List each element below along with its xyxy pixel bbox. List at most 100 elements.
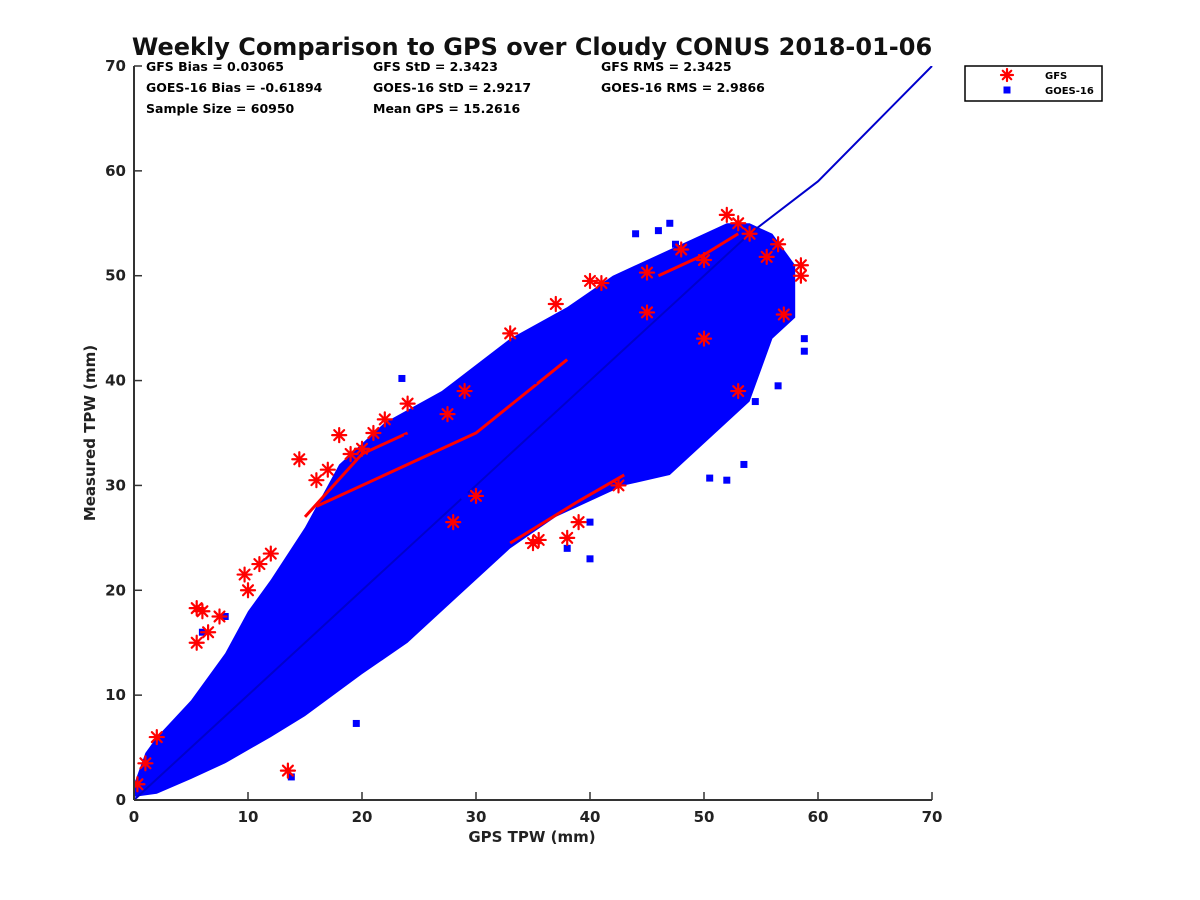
stat-text: GFS StD = 2.3423	[373, 59, 498, 74]
y-tick-label: 70	[105, 57, 126, 75]
gfs-point	[792, 267, 810, 284]
y-tick-label: 50	[105, 267, 126, 285]
x-tick-label: 40	[580, 808, 601, 826]
x-tick-label: 60	[808, 808, 829, 826]
gfs-point	[262, 545, 279, 562]
legend-gfs-label: GFS	[1045, 71, 1067, 82]
gfs-point	[279, 762, 296, 779]
gfs-point	[775, 306, 792, 323]
gfs-point	[695, 251, 713, 269]
gfs-point	[467, 487, 485, 505]
gfs-point	[581, 272, 599, 290]
gfs-point	[741, 225, 758, 242]
reference-line	[134, 66, 933, 801]
gfs-point	[308, 472, 325, 489]
legend-box	[964, 65, 1103, 102]
gfs-point	[718, 206, 735, 223]
goes16-point	[740, 460, 748, 468]
goes16-point	[654, 227, 662, 235]
legend-goes16-label: GOES-16	[1045, 86, 1094, 97]
goes16-point	[800, 335, 808, 343]
goes16-point	[700, 429, 708, 437]
reference-line-layer	[134, 66, 933, 801]
goes16-point	[666, 219, 674, 227]
gfs-point	[593, 274, 610, 292]
stat-text: GOES-16 Bias = -0.61894	[146, 80, 323, 95]
goes16-point	[774, 382, 782, 390]
y-tick-label: 40	[105, 372, 126, 390]
goes16-point	[620, 408, 628, 416]
gfs-point	[353, 440, 371, 457]
x-tick-label: 50	[694, 808, 715, 826]
gfs-point	[730, 382, 747, 400]
outlier-points	[134, 206, 810, 793]
gfs-point	[502, 325, 519, 342]
gfs-point	[239, 582, 257, 599]
y-tick-label: 20	[105, 581, 126, 599]
gfs-point	[236, 566, 253, 583]
x-tick-label: 0	[129, 808, 139, 826]
stat-text: Mean GPS = 15.2616	[373, 101, 520, 116]
chart-title: Weekly Comparison to GPS over Cloudy CON…	[132, 33, 932, 61]
gfs-point	[547, 295, 564, 313]
gfs-point	[134, 776, 146, 793]
gfs-point	[758, 248, 775, 265]
gfs-point	[445, 514, 462, 531]
x-tick-label: 10	[238, 808, 259, 826]
goes16-point	[751, 398, 759, 406]
gfs-point	[570, 514, 587, 531]
gfs-point	[376, 411, 393, 428]
x-tick-label: 70	[922, 808, 943, 826]
axes: 0 10 20 30 40 50 60 70 0 10 20 30 40 50 60 70	[105, 57, 942, 826]
goes16-point	[632, 230, 640, 238]
gfs-dense-band	[509, 473, 625, 545]
x-tick-label: 30	[466, 808, 487, 826]
gfs-point	[331, 426, 348, 444]
y-tick-label: 30	[105, 476, 126, 494]
gfs-point	[399, 395, 416, 412]
y-axis-label: Measured TPW (mm)	[81, 345, 99, 521]
goes16-point	[398, 374, 406, 382]
goes16-point	[706, 474, 714, 482]
y-tick-label: 0	[116, 791, 126, 809]
gfs-point	[559, 529, 576, 546]
y-tick-label: 10	[105, 686, 126, 704]
goes16-point	[689, 429, 697, 437]
goes16-point	[723, 476, 731, 484]
goes16-point	[404, 434, 412, 442]
y-tick-label: 60	[105, 162, 126, 180]
goes16-point	[352, 719, 360, 727]
stats-annotations: GFS Bias = 0.03065 GFS StD = 2.3423 GFS RM…	[146, 59, 765, 116]
gfs-point	[188, 634, 205, 651]
gfs-point	[638, 264, 656, 281]
gfs-dense-band	[315, 358, 569, 508]
x-tick-label: 20	[352, 808, 373, 826]
gfs-point	[695, 330, 713, 347]
gfs-point	[769, 236, 787, 253]
gfs-point	[251, 555, 268, 573]
gfs-point	[200, 624, 217, 641]
gfs-point	[439, 406, 456, 423]
stat-text: GOES-16 StD = 2.9217	[373, 80, 531, 95]
gfs-point	[319, 461, 336, 478]
gfs-point	[673, 241, 690, 258]
goes16-point	[800, 347, 808, 355]
legend-goes16-marker	[1003, 86, 1011, 94]
gfs-point	[730, 215, 747, 232]
gfs-point	[148, 728, 165, 746]
goes16-point	[609, 460, 617, 468]
goes16-point-cloud	[134, 223, 796, 797]
gfs-point	[530, 531, 547, 549]
x-axis-label: GPS TPW (mm)	[468, 828, 595, 846]
goes16-point	[312, 539, 320, 547]
gfs-point	[211, 608, 228, 625]
stat-text: GFS RMS = 2.3425	[601, 59, 732, 74]
goes16-point	[563, 544, 571, 552]
gfs-point	[456, 382, 473, 400]
gfs-point	[291, 451, 308, 468]
goes16-point	[586, 518, 594, 526]
legend: GFS GOES-16	[964, 65, 1103, 102]
goes16-point	[461, 492, 469, 500]
legend-gfs-marker	[999, 67, 1015, 83]
